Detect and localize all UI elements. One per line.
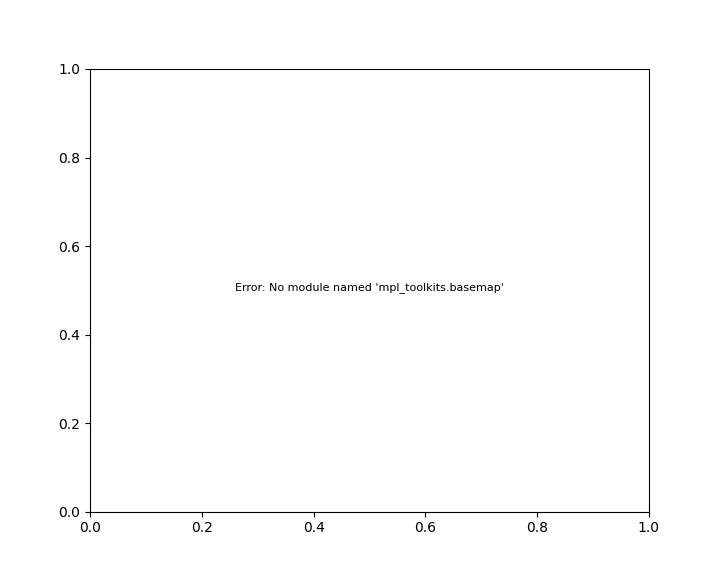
Text: Error: No module named 'mpl_toolkits.basemap': Error: No module named 'mpl_toolkits.bas… xyxy=(235,282,504,293)
